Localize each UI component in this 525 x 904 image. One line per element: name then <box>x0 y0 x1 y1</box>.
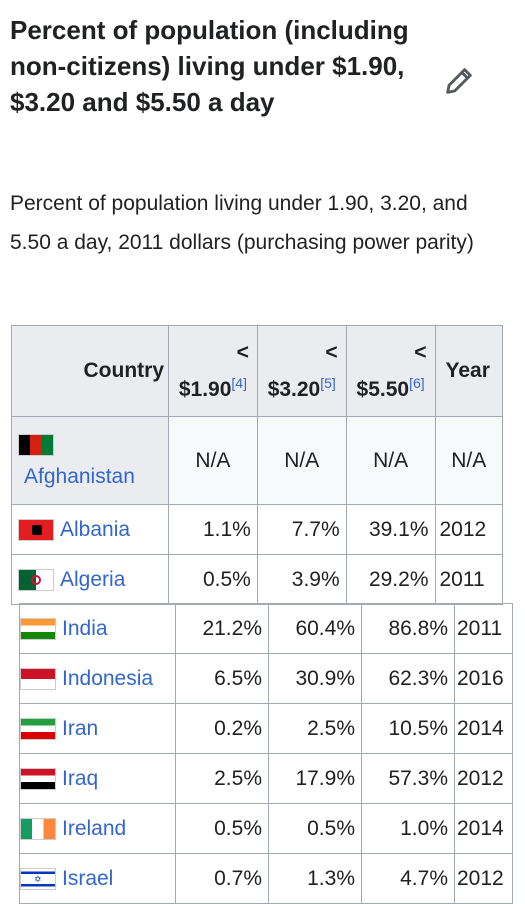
value-cell: 0.5% <box>168 554 258 605</box>
afghanistan-flag-icon <box>18 433 54 456</box>
table-row: Iran 0.2% 2.5% 10.5% 2014 <box>19 703 513 754</box>
value-cell: 30.9% <box>268 653 362 704</box>
albania-flag-icon <box>18 518 54 541</box>
value-cell: N/A <box>168 416 258 505</box>
india-flag-icon <box>20 617 56 640</box>
value-cell: 4.7% <box>361 853 455 904</box>
country-cell: Algeria <box>11 554 170 605</box>
country-link-israel[interactable]: Israel <box>62 866 114 890</box>
year-cell: N/A <box>434 416 503 505</box>
value-cell: 62.3% <box>361 653 455 704</box>
year-cell: 2016 <box>454 653 513 704</box>
table-row: Albania 1.1% 7.7% 39.1% 2012 <box>11 504 503 555</box>
country-cell: Ireland <box>19 803 176 854</box>
table-row: Iraq 2.5% 17.9% 57.3% 2012 <box>19 753 513 804</box>
column-header-country[interactable]: Country <box>11 325 170 417</box>
value-cell: 1.3% <box>268 853 362 904</box>
value-cell: 2.5% <box>268 703 362 754</box>
value-cell: 3.9% <box>256 554 347 605</box>
country-link-indonesia[interactable]: Indonesia <box>62 666 154 690</box>
country-link-iraq[interactable]: Iraq <box>62 766 99 790</box>
column-header-year[interactable]: Year <box>434 325 503 417</box>
value-cell: 1.0% <box>361 803 455 854</box>
value-cell: 86.8% <box>361 603 455 654</box>
poverty-table-top: Country < $1.90[4] < $3.20[5] < $5.50[6] Ye… <box>11 325 503 605</box>
year-cell: 2011 <box>434 554 503 605</box>
table-row: Ireland 0.5% 0.5% 1.0% 2014 <box>19 803 513 854</box>
value-cell: 6.5% <box>175 653 269 704</box>
country-cell: India <box>19 603 176 654</box>
value-cell: 2.5% <box>175 753 269 804</box>
year-cell: 2011 <box>454 603 513 654</box>
value-cell: 57.3% <box>361 753 455 804</box>
value-cell: 0.5% <box>175 803 269 854</box>
israel-flag-icon: ✡ <box>20 867 56 890</box>
iraq-flag-icon <box>20 767 56 790</box>
indonesia-flag-icon <box>20 667 56 690</box>
country-cell: ✡ Israel <box>19 853 176 904</box>
column-header-550[interactable]: < $5.50[6] <box>345 325 436 417</box>
table-row: Afghanistan N/A N/A N/A N/A <box>11 416 503 505</box>
value-cell: 39.1% <box>345 504 436 555</box>
value-cell: 0.5% <box>268 803 362 854</box>
country-cell: Iran <box>19 703 176 754</box>
value-cell: 21.2% <box>175 603 269 654</box>
ireland-flag-icon <box>20 817 56 840</box>
pencil-icon[interactable] <box>442 64 476 98</box>
section-heading: Percent of population (including non-cit… <box>10 15 409 117</box>
value-cell: 10.5% <box>361 703 455 754</box>
country-link-iran[interactable]: Iran <box>62 716 99 740</box>
value-cell: 29.2% <box>345 554 436 605</box>
value-cell: 0.7% <box>175 853 269 904</box>
year-cell: 2014 <box>454 703 513 754</box>
algeria-flag-icon <box>18 568 54 591</box>
year-cell: 2012 <box>454 853 513 904</box>
value-cell: 7.7% <box>256 504 347 555</box>
country-link-india[interactable]: India <box>62 616 108 640</box>
year-cell: 2014 <box>454 803 513 854</box>
value-cell: N/A <box>345 416 436 505</box>
year-cell: 2012 <box>454 753 513 804</box>
table-row: Algeria 0.5% 3.9% 29.2% 2011 <box>11 554 503 605</box>
country-link-algeria[interactable]: Algeria <box>60 567 126 591</box>
value-cell: N/A <box>256 416 347 505</box>
country-cell: Albania <box>11 504 170 555</box>
table-row: Indonesia 6.5% 30.9% 62.3% 2016 <box>19 653 513 704</box>
country-link-albania[interactable]: Albania <box>60 517 131 541</box>
year-cell: 2012 <box>434 504 503 555</box>
value-cell: 0.2% <box>175 703 269 754</box>
column-header-320[interactable]: < $3.20[5] <box>256 325 347 417</box>
country-link-afghanistan[interactable]: Afghanistan <box>24 464 135 488</box>
value-cell: 60.4% <box>268 603 362 654</box>
iran-flag-icon <box>20 717 56 740</box>
table-description: Percent of population living under 1.90,… <box>10 192 474 254</box>
country-cell: Iraq <box>19 753 176 804</box>
value-cell: 17.9% <box>268 753 362 804</box>
country-cell: Indonesia <box>19 653 176 704</box>
table-row: ✡ Israel 0.7% 1.3% 4.7% 2012 <box>19 853 513 904</box>
country-cell: Afghanistan <box>11 416 170 505</box>
column-header-190[interactable]: < $1.90[4] <box>168 325 258 417</box>
table-row: India 21.2% 60.4% 86.8% 2011 <box>19 603 513 654</box>
poverty-table-bottom: India 21.2% 60.4% 86.8% 2011 Indonesia 6… <box>19 603 513 904</box>
country-link-ireland[interactable]: Ireland <box>62 816 127 840</box>
value-cell: 1.1% <box>168 504 258 555</box>
